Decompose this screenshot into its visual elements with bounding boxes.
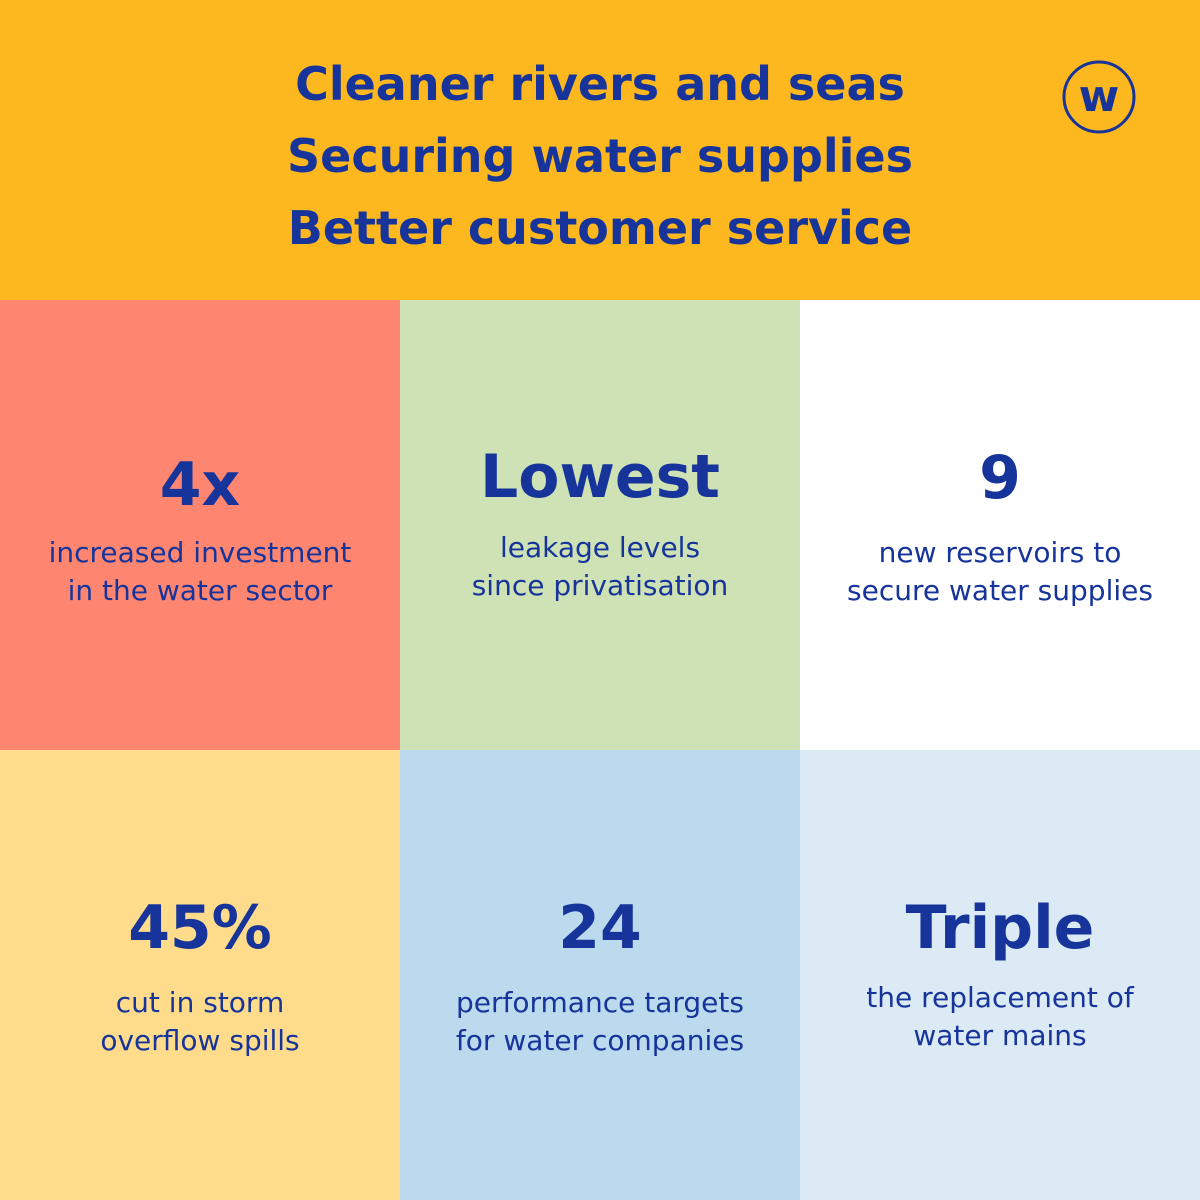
stat-value: 24 [558,893,642,963]
stat-card-water-mains: Triple the replacement of water mains [800,750,1200,1200]
stat-description: new reservoirs to secure water supplies [800,534,1200,610]
stat-card-storm-overflow: 45% cut in storm overflow spills [0,750,400,1200]
stat-value: 45% [128,893,272,963]
stat-value: 9 [979,443,1021,513]
stat-description-line: new reservoirs to [878,536,1122,569]
header-headlines: Cleaner rivers and seas Securing water s… [0,48,1200,264]
stat-value: 4x [159,450,241,520]
stat-description-line: increased investment [48,536,352,569]
headline-securing-water: Securing water supplies [286,129,913,183]
stat-description-line: since privatisation [471,569,729,602]
stat-card-leakage: Lowest leakage levels since privatisatio… [400,300,800,750]
stat-description-line: leakage levels [499,531,701,564]
stat-description-line: for water companies [455,1024,745,1057]
stat-description-line: overflow spills [100,1024,300,1057]
stat-value: Triple [905,893,1095,963]
stat-value: Lowest [480,442,720,512]
stat-description: cut in storm overflow spills [0,984,400,1060]
stat-card-investment: 4x increased investment in the water sec… [0,300,400,750]
stat-card-performance-targets: 24 performance targets for water compani… [400,750,800,1200]
stat-description-line: performance targets [456,986,744,1019]
stat-description-line: water mains [913,1019,1087,1052]
headline-cleaner-rivers: Cleaner rivers and seas [295,57,905,111]
stat-description-line: secure water supplies [847,574,1153,607]
stat-card-reservoirs: 9 new reservoirs to secure water supplie… [800,300,1200,750]
stat-description: leakage levels since privatisation [400,529,800,605]
headline-customer-service: Better customer service [287,201,913,255]
stats-grid: 4x increased investment in the water sec… [0,300,1200,1200]
stat-description: the replacement of water mains [800,979,1200,1055]
stat-description-line: cut in storm [115,986,285,1019]
w-logo-icon: w [1062,60,1136,134]
stat-description: increased investment in the water sector [0,534,400,610]
stat-description-line: the replacement of [866,981,1134,1014]
logo-letter: w [1079,71,1120,122]
stat-description: performance targets for water companies [400,984,800,1060]
stat-description-line: in the water sector [67,574,333,607]
header-banner: Cleaner rivers and seas Securing water s… [0,0,1200,300]
